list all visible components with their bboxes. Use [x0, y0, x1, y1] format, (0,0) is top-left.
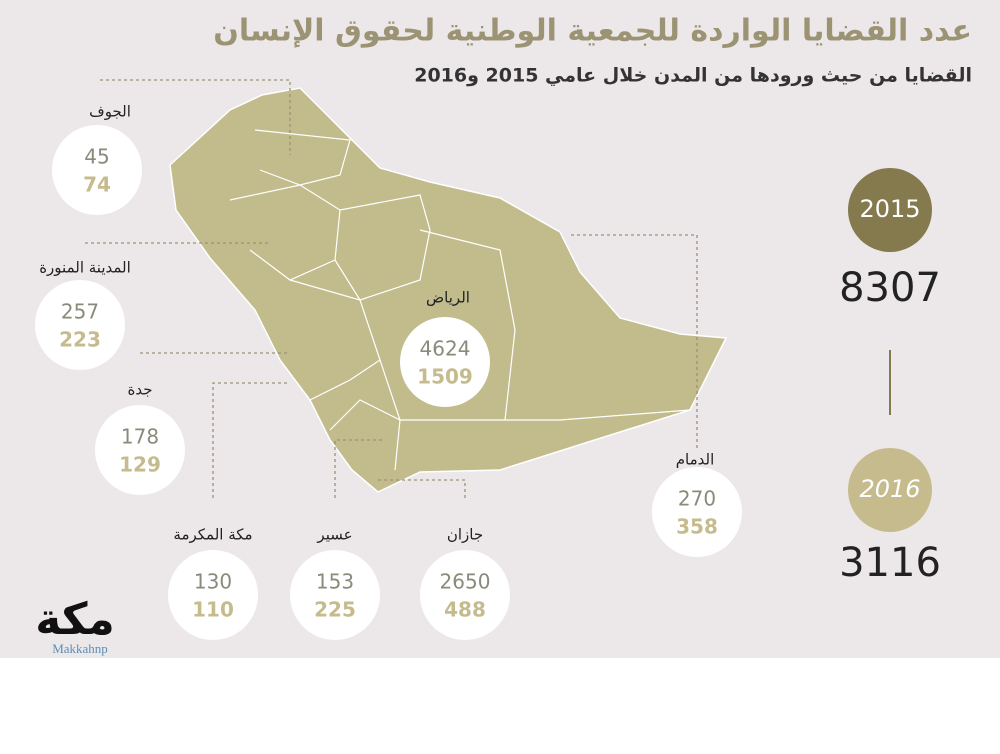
map-borders	[229, 129, 691, 471]
map	[169, 87, 728, 493]
city-name: الدمام	[676, 451, 715, 469]
subtitle: القضايا من حيث ورودها من المدن خلال عامي…	[414, 65, 972, 87]
city-name: جازان	[447, 526, 483, 544]
leader-lines	[85, 79, 698, 498]
city-name: عسير	[316, 526, 352, 544]
city-circle	[400, 317, 490, 407]
title: عدد القضايا الواردة للجمعية الوطنية لحقو…	[213, 14, 972, 49]
year-badge	[848, 168, 932, 252]
city-name: مكة المكرمة	[173, 526, 252, 544]
total-value: 8307	[839, 265, 941, 311]
cases-2015: 153	[316, 570, 354, 594]
cases-2016: 223	[59, 328, 101, 352]
year-label: 2016	[859, 475, 920, 503]
city-circle	[52, 125, 142, 215]
year-label: 2015	[859, 195, 920, 223]
city-name: الجوف	[89, 103, 131, 121]
cases-2015: 178	[121, 425, 159, 449]
total-value: 3116	[839, 540, 941, 586]
cases-2016: 225	[314, 598, 356, 622]
cases-2016: 129	[119, 453, 161, 477]
cases-2016: 1509	[417, 365, 473, 389]
cases-2016: 74	[83, 173, 111, 197]
city-circle	[420, 550, 510, 640]
cases-2015: 270	[678, 487, 716, 511]
year-badge	[848, 448, 932, 532]
cases-2016: 358	[676, 515, 718, 539]
city-circle	[95, 405, 185, 495]
cases-2016: 110	[192, 598, 234, 622]
cases-2015: 45	[84, 145, 109, 169]
city-name: جدة	[127, 381, 152, 399]
city-circle	[35, 280, 125, 370]
logo-name: مكة	[35, 594, 115, 645]
cases-2015: 4624	[420, 337, 471, 361]
city-circle	[652, 467, 742, 557]
cases-2015: 130	[194, 570, 232, 594]
cases-2015: 2650	[440, 570, 491, 594]
city-circle	[290, 550, 380, 640]
cases-2015: 257	[61, 300, 99, 324]
cases-2016: 488	[444, 598, 486, 622]
logo-handle: Makkahnp	[52, 641, 108, 656]
city-circle	[168, 550, 258, 640]
city-name: المدينة المنورة	[39, 259, 131, 277]
city-name: الرياض	[426, 289, 470, 307]
